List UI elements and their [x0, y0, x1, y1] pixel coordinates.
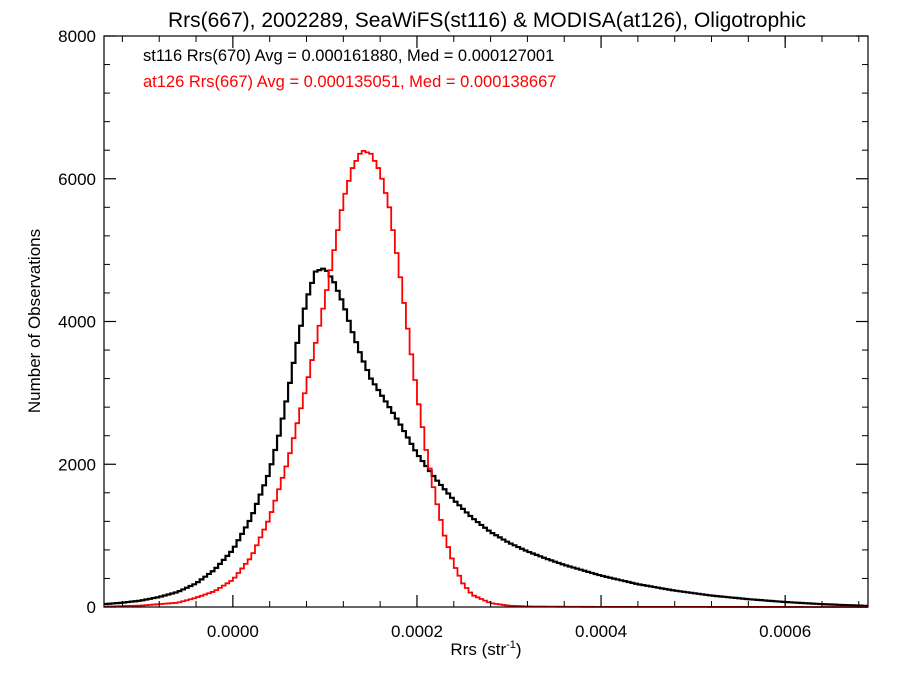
ticks-layer: 0.0000 0.0002 0.0004 0.0006 0 2000 4000 6000 800… — [58, 27, 868, 641]
legend: st116 Rrs(670) Avg = 0.000161880, Med = … — [143, 47, 556, 91]
x-tick-label: 0.0000 — [207, 622, 259, 641]
x-axis-label: Rrs (str-1) — [450, 639, 521, 659]
legend-entry-at126: at126 Rrs(667) Avg = 0.000135051, Med = … — [143, 73, 556, 91]
y-tick-label: 0 — [87, 598, 96, 617]
x-axis-label-text: Rrs (str — [450, 640, 506, 659]
series-line-st116 — [104, 267, 868, 608]
y-axis-label: Number of Observations — [25, 229, 44, 413]
chart-title: Rrs(667), 2002289, SeaWiFS(st116) & MODI… — [168, 9, 806, 32]
plot-frame — [103, 35, 869, 608]
y-tick-label: 2000 — [58, 455, 96, 474]
y-tick-label: 4000 — [58, 313, 96, 332]
y-tick-label: 6000 — [58, 170, 96, 189]
x-tick-label: 0.0004 — [575, 622, 627, 641]
legend-entry-st116: st116 Rrs(670) Avg = 0.000161880, Med = … — [143, 47, 554, 65]
series-line-at126 — [104, 150, 868, 608]
x-tick-label: 0.0002 — [391, 622, 443, 641]
x-axis-label-close: ) — [516, 640, 522, 659]
x-axis-label-superscript: -1 — [506, 639, 516, 651]
y-tick-label: 8000 — [58, 27, 96, 46]
x-tick-label: 0.0006 — [759, 622, 811, 641]
series-layer — [104, 150, 868, 608]
